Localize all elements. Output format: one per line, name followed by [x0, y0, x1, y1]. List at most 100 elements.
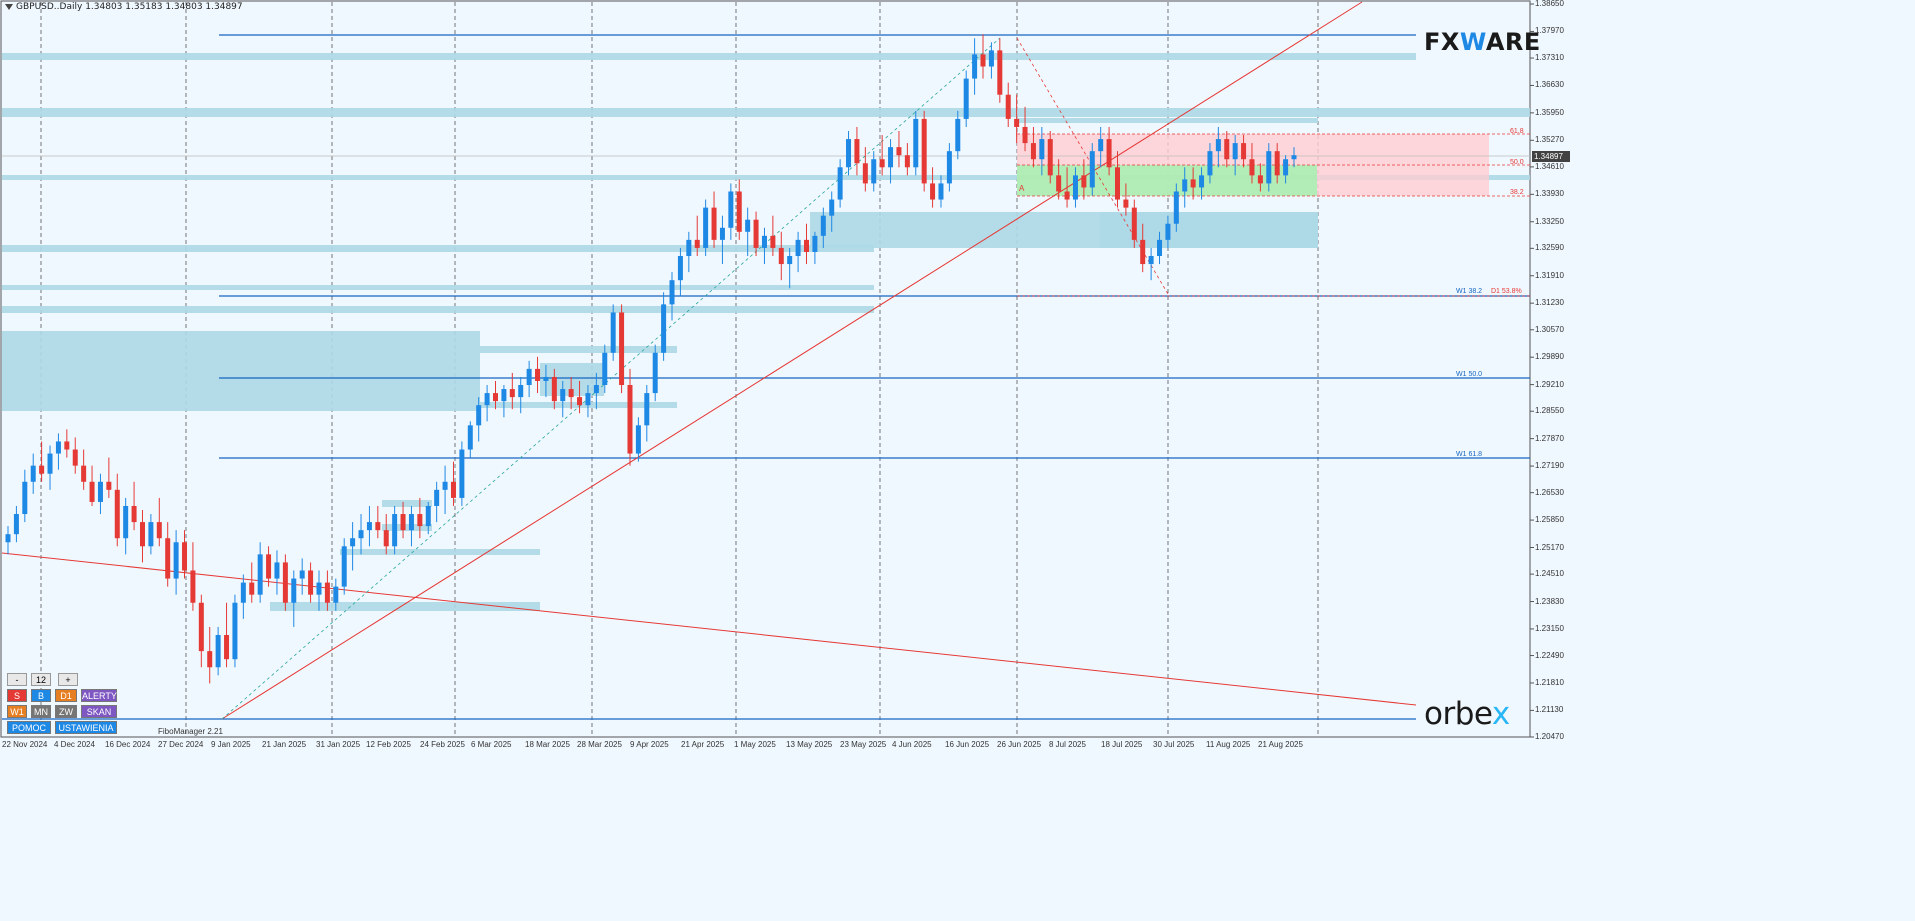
candle-body: [72, 449, 78, 466]
mn-button[interactable]: MN: [31, 705, 51, 718]
date-tick-label: 26 Jun 2025: [997, 740, 1042, 749]
candle-body: [871, 159, 877, 184]
candle-body: [585, 393, 591, 406]
candle-body: [610, 312, 616, 353]
candle-body: [1199, 175, 1205, 188]
sr-zone: [382, 524, 432, 531]
candle-body: [577, 397, 583, 406]
candle-body: [324, 582, 330, 603]
candle-body: [266, 554, 272, 579]
candle-body: [761, 235, 767, 248]
candle-body: [1030, 143, 1036, 160]
price-tick-label: 1.30570: [1535, 324, 1564, 334]
candle-body: [22, 481, 28, 515]
d1-button[interactable]: D1: [55, 689, 77, 702]
candle-body: [988, 50, 994, 67]
candle-body: [1249, 159, 1255, 176]
candle-body: [627, 385, 633, 454]
candle-body: [955, 118, 961, 152]
candle-body: [635, 425, 641, 454]
candle-body: [39, 465, 45, 474]
candle-body: [484, 393, 490, 406]
price-tick-label: 1.24510: [1535, 569, 1564, 579]
buy-button[interactable]: B: [31, 689, 51, 702]
help-button[interactable]: POMOC: [7, 721, 51, 734]
candle-body: [1173, 191, 1179, 224]
date-tick-label: 6 Mar 2025: [471, 740, 512, 749]
price-tick-label: 1.28550: [1535, 406, 1564, 416]
candle-body: [1232, 143, 1238, 160]
price-tick-label: 1.35270: [1535, 135, 1564, 145]
candle-body: [972, 54, 978, 79]
w1-button[interactable]: W1: [7, 705, 27, 718]
candle-body: [560, 389, 566, 402]
date-tick-label: 12 Feb 2025: [366, 740, 411, 749]
increase-button[interactable]: +: [58, 673, 78, 686]
candle-body: [1098, 139, 1104, 152]
candle-body: [930, 183, 936, 200]
price-tick-label: 1.37310: [1535, 53, 1564, 63]
candle-body: [1190, 179, 1196, 188]
candle-body: [97, 481, 103, 502]
candle-body: [240, 582, 246, 603]
price-tick-label: 1.29890: [1535, 352, 1564, 362]
alerts-button[interactable]: ALERTY: [81, 689, 117, 702]
price-tick-label: 1.26530: [1535, 487, 1564, 497]
candle-body: [123, 505, 129, 539]
dropdown-triangle-icon[interactable]: [5, 3, 13, 10]
candle-body: [434, 489, 440, 506]
candle-body: [829, 199, 835, 216]
candle-body: [224, 634, 230, 660]
zw-button[interactable]: ZW: [55, 705, 77, 718]
candle-body: [862, 163, 868, 184]
sell-button[interactable]: S: [7, 689, 27, 702]
price-tick-label: 1.27870: [1535, 433, 1564, 443]
decrease-button[interactable]: -: [7, 673, 27, 686]
candle-body: [770, 235, 776, 248]
candle-body: [997, 50, 1003, 95]
candle-body: [198, 602, 204, 652]
point-a-label: A: [1019, 184, 1025, 193]
candle-body: [1072, 175, 1078, 200]
candle-body: [1081, 175, 1087, 188]
date-tick-label: 21 Jan 2025: [262, 740, 307, 749]
fib-diagonal: [221, 37, 1001, 720]
w1-50-label: W1 50.0: [1456, 371, 1483, 378]
price-tick-label: 1.25170: [1535, 542, 1564, 552]
candle-body: [736, 191, 742, 232]
candle-body: [1123, 199, 1129, 208]
candle-body: [619, 312, 625, 386]
candle-body: [333, 586, 339, 603]
price-tick-label: 1.25850: [1535, 515, 1564, 525]
trendline-up: [221, 1, 1363, 720]
ohlc-label: 1.34803 1.35183 1.34803 1.34897: [85, 2, 243, 12]
candle-body: [526, 368, 532, 386]
candle-body: [1215, 139, 1221, 152]
candle-body: [30, 465, 36, 482]
candle-body: [207, 651, 213, 668]
step-value[interactable]: 12: [31, 673, 51, 686]
candle-body: [383, 530, 389, 547]
symbol-label: GBPUSD..Daily: [16, 2, 83, 12]
candle-body: [778, 247, 784, 265]
candle-body: [249, 582, 255, 595]
trendline-down: [1, 552, 1417, 706]
candle-body: [921, 118, 927, 184]
candle-body: [694, 239, 700, 248]
d1-538-label: D1 53.8%: [1491, 288, 1522, 295]
candle-body: [753, 219, 759, 248]
sr-zone: [2, 306, 874, 313]
candle-body: [1283, 159, 1289, 176]
price-tick-label: 1.37970: [1535, 26, 1564, 36]
candle-body: [476, 405, 482, 426]
candle-body: [417, 514, 423, 527]
plot-border: [0, 0, 1531, 738]
candle-body: [291, 578, 297, 603]
candle-body: [1106, 139, 1112, 168]
settings-button[interactable]: USTAWIENIA: [55, 721, 117, 734]
scan-button[interactable]: SKAN: [81, 705, 117, 718]
price-tick-label: 1.32590: [1535, 243, 1564, 253]
candle-body: [408, 514, 414, 531]
candle-body: [55, 441, 61, 454]
